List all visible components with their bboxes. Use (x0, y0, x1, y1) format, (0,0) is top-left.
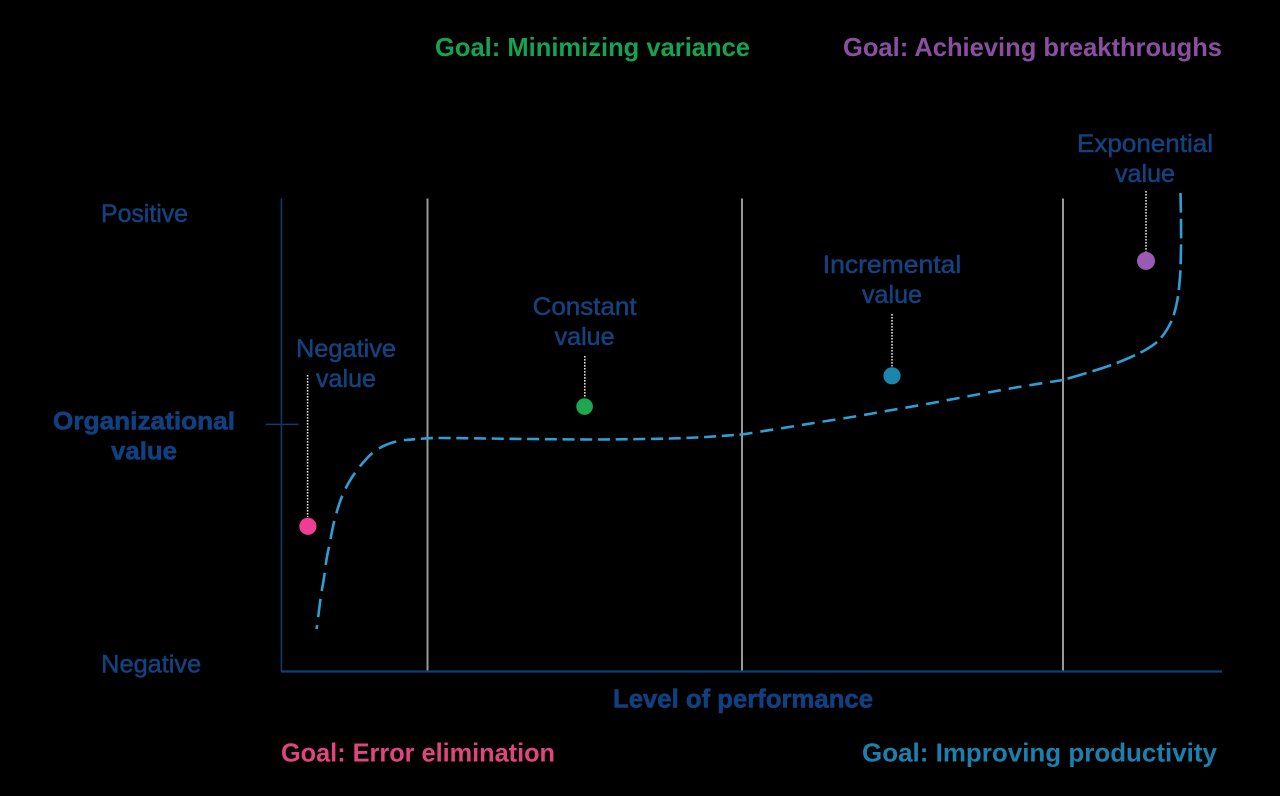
svg-text:value: value (111, 438, 177, 466)
svg-text:Organizational: Organizational (53, 408, 235, 436)
svg-text:Constant: Constant (533, 293, 637, 321)
svg-text:Goal: Achieving breakthroughs: Goal: Achieving breakthroughs (843, 32, 1222, 62)
svg-text:Exponential: Exponential (1077, 130, 1213, 158)
svg-text:Goal: Improving productivity: Goal: Improving productivity (862, 738, 1218, 768)
svg-text:Goal: Error elimination: Goal: Error elimination (281, 738, 555, 768)
svg-text:value: value (316, 365, 376, 393)
svg-text:value: value (1115, 160, 1175, 188)
svg-text:Incremental: Incremental (823, 251, 962, 279)
svg-text:Level of performance: Level of performance (613, 684, 873, 714)
svg-text:Negative: Negative (296, 335, 396, 363)
svg-text:Positive: Positive (101, 200, 188, 228)
svg-text:value: value (555, 323, 615, 351)
svg-text:value: value (862, 281, 922, 309)
svg-text:Negative: Negative (101, 651, 201, 679)
svg-text:Goal: Minimizing variance: Goal: Minimizing variance (435, 32, 750, 62)
